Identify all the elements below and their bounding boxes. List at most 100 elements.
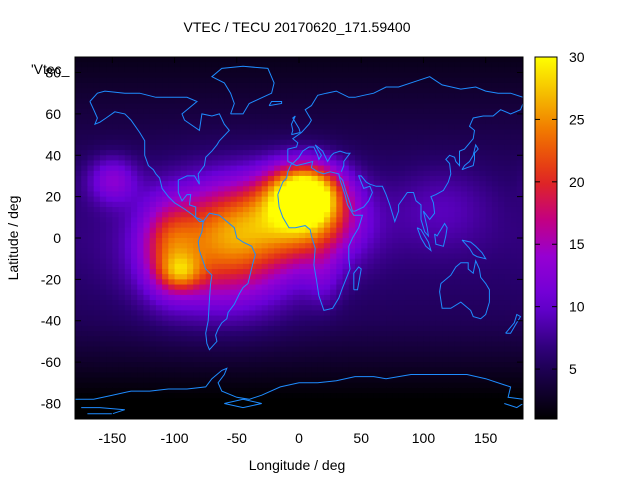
heatmap-cell [299,77,306,84]
heatmap-cell [180,129,188,136]
heatmap-cell [87,165,95,172]
heatmap-cell [398,191,406,198]
heatmap-cell [261,144,269,151]
heatmap-cell [112,217,120,224]
heatmap-cell [454,274,462,280]
heatmap-cell [168,413,176,419]
heatmap-cell [435,336,443,343]
heatmap-cell [199,269,207,275]
heatmap-cell [274,222,281,229]
heatmap-cell [292,222,300,229]
heatmap-cell [261,88,269,94]
heatmap-cell [330,315,337,322]
heatmap-cell [162,305,169,311]
heatmap-cell [274,212,281,218]
heatmap-cell [149,88,157,94]
heatmap-cell [81,279,89,286]
heatmap-cell [243,305,250,311]
heatmap-cell [224,377,232,384]
heatmap-cell [467,88,474,94]
heatmap-cell [236,88,244,94]
heatmap-cell [162,331,169,337]
heatmap-cell [255,382,263,389]
heatmap-cell [361,212,369,218]
heatmap-cell [379,372,387,379]
heatmap-cell [280,367,288,374]
heatmap-cell [311,191,319,198]
heatmap-cell [230,72,238,79]
heatmap-cell [299,72,306,79]
heatmap-cell [510,160,518,167]
heatmap-cell [373,139,381,146]
heatmap-cell [442,155,449,162]
heatmap-cell [317,196,325,203]
heatmap-cell [361,222,369,229]
heatmap-cell [292,310,300,317]
heatmap-cell [510,165,518,172]
heatmap-cell [386,170,393,177]
heatmap-cell [498,113,505,120]
heatmap-cell [299,170,306,177]
heatmap-cell [379,88,387,94]
heatmap-cell [112,367,120,374]
heatmap-cell [392,134,400,141]
heatmap-cell [504,206,512,213]
heatmap-cell [498,258,505,265]
heatmap-cell [236,186,244,193]
heatmap-cell [274,124,281,130]
heatmap-cell [118,57,126,63]
heatmap-cell [149,181,157,187]
heatmap-cell [230,346,238,353]
heatmap-cell [211,377,219,384]
heatmap-cell [485,93,493,99]
heatmap-cell [230,113,238,120]
heatmap-cell [467,310,474,317]
heatmap-cell [342,103,350,110]
heatmap-cell [99,103,107,110]
heatmap-cell [454,196,462,203]
heatmap-cell [404,124,412,130]
heatmap-cell [361,232,369,239]
heatmap-cell [249,362,257,368]
heatmap-cell [155,310,163,317]
heatmap-cell [398,356,406,363]
heatmap-cell [230,232,238,239]
heatmap-cell [187,284,194,291]
heatmap-cell [299,88,306,94]
heatmap-cell [367,263,375,270]
heatmap-cell [137,372,145,379]
heatmap-cell [255,279,263,286]
heatmap-cell [224,191,232,198]
heatmap-cell [199,289,207,296]
heatmap-cell [485,367,493,374]
heatmap-cell [504,269,512,275]
heatmap-cell [336,238,344,244]
heatmap-cell [373,170,381,177]
heatmap-cell [180,377,188,384]
heatmap-cell [280,346,288,353]
heatmap-cell [498,217,505,224]
heatmap-cell [299,212,306,218]
heatmap-cell [305,243,313,249]
heatmap-cell [211,119,219,125]
heatmap-cell [255,284,263,291]
heatmap-cell [299,134,306,141]
heatmap-cell [218,186,225,193]
heatmap-cell [118,108,126,115]
heatmap-cell [243,186,250,193]
heatmap-cell [131,129,138,136]
heatmap-cell [193,238,201,244]
heatmap-cell [143,315,151,322]
heatmap-cell [299,341,306,348]
heatmap-cell [454,253,462,260]
heatmap-cell [224,144,232,151]
heatmap-cell [99,175,107,182]
heatmap-cell [398,362,406,368]
heatmap-cell [131,150,138,156]
heatmap-cell [392,289,400,296]
heatmap-cell [355,222,362,229]
heatmap-cell [286,144,294,151]
heatmap-cell [75,175,82,182]
heatmap-cell [423,341,431,348]
heatmap-cell [286,217,294,224]
